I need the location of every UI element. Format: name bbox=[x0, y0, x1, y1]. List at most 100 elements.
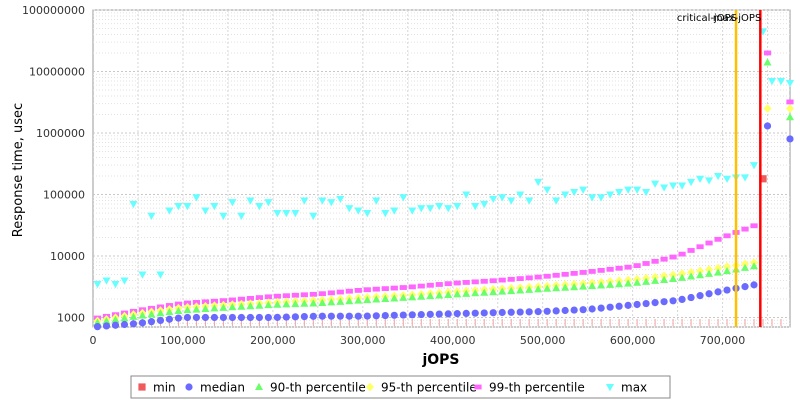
data-point bbox=[597, 281, 606, 289]
data-point bbox=[624, 264, 632, 270]
data-point bbox=[183, 313, 192, 322]
data-point bbox=[444, 310, 452, 318]
data-point bbox=[246, 313, 254, 322]
data-point bbox=[768, 78, 777, 86]
data-point bbox=[309, 212, 318, 221]
grid bbox=[93, 9, 790, 328]
data-point bbox=[120, 277, 129, 285]
data-point bbox=[615, 280, 624, 288]
data-point bbox=[444, 281, 452, 287]
data-point bbox=[192, 305, 201, 313]
data-point bbox=[561, 271, 569, 277]
data-point bbox=[219, 212, 228, 221]
data-point bbox=[228, 297, 236, 303]
data-point bbox=[174, 202, 183, 211]
data-point bbox=[714, 236, 722, 242]
data-point bbox=[552, 284, 561, 292]
data-point bbox=[759, 175, 767, 183]
data-point bbox=[786, 99, 794, 105]
data-point bbox=[678, 251, 686, 257]
data-point bbox=[498, 277, 506, 283]
data-point bbox=[750, 262, 759, 270]
data-point bbox=[336, 312, 344, 320]
data-point bbox=[372, 295, 381, 303]
data-point bbox=[763, 122, 772, 130]
data-point bbox=[669, 297, 677, 305]
data-point bbox=[138, 311, 147, 319]
data-point bbox=[534, 308, 542, 316]
data-point bbox=[174, 314, 183, 322]
data-point bbox=[705, 177, 714, 185]
legend-box bbox=[130, 375, 671, 399]
data-point bbox=[111, 281, 120, 289]
data-point bbox=[399, 285, 407, 290]
data-point bbox=[741, 174, 750, 182]
data-point bbox=[516, 191, 525, 199]
data-point bbox=[363, 312, 371, 320]
data-point bbox=[228, 313, 236, 322]
data-point bbox=[651, 258, 659, 264]
y-axis-title: Response time, usec bbox=[11, 103, 26, 237]
data-point bbox=[417, 283, 425, 289]
max-jOPS-label: max-jOPS bbox=[713, 13, 761, 24]
data-point bbox=[300, 312, 308, 321]
legend-label: median bbox=[200, 381, 245, 395]
data-point bbox=[678, 273, 687, 281]
data-point bbox=[669, 274, 678, 282]
data-point bbox=[687, 272, 696, 280]
x-tick-label: 0 bbox=[90, 334, 97, 347]
data-point bbox=[489, 278, 497, 284]
series-max bbox=[93, 28, 794, 289]
data-point bbox=[633, 278, 642, 286]
data-point bbox=[417, 310, 425, 319]
data-point bbox=[336, 195, 345, 204]
data-point bbox=[345, 297, 354, 305]
data-point bbox=[763, 50, 772, 56]
data-point bbox=[642, 277, 651, 285]
series-median bbox=[93, 122, 794, 331]
data-point bbox=[435, 291, 444, 299]
data-point bbox=[705, 290, 713, 298]
data-point bbox=[237, 296, 245, 302]
data-point bbox=[588, 281, 597, 290]
data-point bbox=[489, 195, 498, 204]
data-marks bbox=[93, 28, 794, 331]
data-point bbox=[129, 320, 138, 328]
data-point bbox=[408, 207, 417, 215]
data-point bbox=[453, 280, 461, 286]
data-point bbox=[363, 287, 371, 293]
legend-swatch bbox=[606, 384, 614, 392]
data-point bbox=[390, 294, 399, 302]
y-tick-label: 100000000 bbox=[22, 4, 85, 17]
data-point bbox=[165, 207, 174, 215]
data-point bbox=[291, 313, 299, 321]
data-point bbox=[561, 306, 569, 315]
data-point bbox=[408, 293, 417, 301]
legend-swatch bbox=[474, 384, 482, 390]
data-point bbox=[588, 269, 596, 274]
series-min bbox=[759, 175, 767, 183]
data-point bbox=[210, 298, 219, 304]
data-point bbox=[210, 304, 219, 312]
data-point bbox=[714, 268, 723, 276]
data-point bbox=[624, 186, 633, 194]
data-point bbox=[444, 205, 453, 213]
data-point bbox=[417, 292, 426, 300]
legend-swatch bbox=[185, 383, 193, 391]
data-point bbox=[525, 275, 533, 281]
data-point bbox=[489, 309, 497, 317]
data-point bbox=[237, 302, 246, 310]
legend: min median 90-th percentile 95-th percentil… bbox=[130, 375, 671, 399]
data-point bbox=[525, 197, 534, 205]
data-point bbox=[642, 188, 651, 197]
data-point bbox=[588, 194, 597, 202]
y-tick-label: 1000000 bbox=[36, 127, 85, 140]
data-point bbox=[642, 261, 650, 266]
data-point bbox=[336, 289, 344, 295]
data-point bbox=[372, 312, 380, 320]
y-tick-label: 10000 bbox=[50, 250, 85, 263]
data-point bbox=[705, 265, 714, 274]
data-point bbox=[318, 197, 327, 205]
x-axis-ticks: 0 100,000 200,000 300,000 400,000 500,000 600,… bbox=[90, 334, 746, 347]
